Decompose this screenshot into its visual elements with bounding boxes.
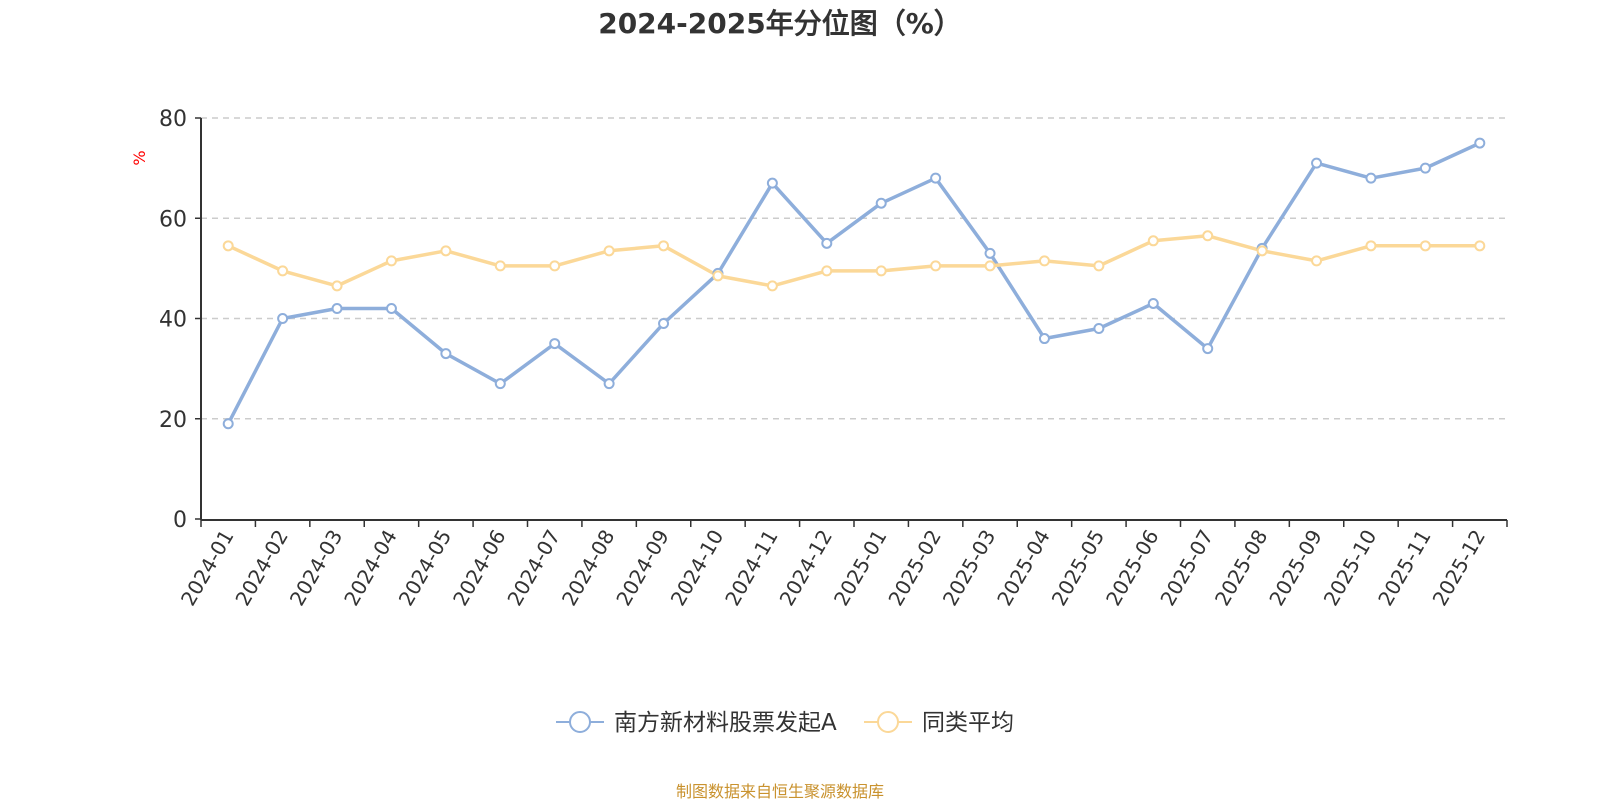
x-tick-label: 2025-07 [1155,526,1218,610]
data-point-series-1 [1038,333,1050,345]
data-point-series-1 [494,378,506,390]
data-point-series-2 [1147,235,1159,247]
data-point-series-2 [440,245,452,257]
data-point-series-1 [821,237,833,249]
data-point-series-2 [1256,245,1268,257]
data-point-series-2 [222,240,234,252]
x-tick-label: 2024-06 [448,526,511,610]
x-tick-label: 2025-06 [1101,526,1164,610]
x-tick-label: 2024-07 [502,526,565,610]
data-point-series-1 [1311,157,1323,169]
y-tick-label: 40 [159,308,187,333]
x-tick-label: 2024-12 [775,526,838,610]
data-point-series-2 [930,260,942,272]
x-tick-label: 2025-11 [1373,526,1436,610]
data-point-series-2 [549,260,561,272]
data-point-series-1 [1093,323,1105,335]
x-tick-label: 2024-02 [230,526,293,610]
x-tick-label: 2025-04 [992,526,1055,610]
data-point-series-1 [766,177,778,189]
x-tick-label: 2025-05 [1047,526,1110,610]
x-tick-label: 2024-05 [394,526,457,610]
data-point-series-1 [331,302,343,314]
x-tick-label: 2025-09 [1264,526,1327,610]
data-point-series-2 [1311,255,1323,267]
data-point-series-1 [984,247,996,259]
y-tick-label: 20 [159,408,187,433]
data-point-series-2 [766,280,778,292]
x-tick-label: 2024-03 [285,526,348,610]
x-tick-label: 2024-10 [666,526,729,610]
data-point-series-1 [1202,343,1214,355]
data-point-series-2 [984,260,996,272]
data-point-series-2 [1365,240,1377,252]
x-tick-label: 2025-01 [829,526,892,610]
x-tick-label: 2024-08 [557,526,620,610]
data-point-series-1 [930,172,942,184]
data-point-series-1 [222,418,234,430]
data-point-series-2 [1419,240,1431,252]
data-point-series-1 [549,338,561,350]
data-point-series-1 [1474,137,1486,149]
y-axis-label: % [130,150,149,165]
y-tick-label: 0 [173,508,187,533]
data-point-series-2 [875,265,887,277]
x-tick-label: 2025-08 [1210,526,1273,610]
data-point-series-2 [277,265,289,277]
data-point-series-1 [658,318,670,330]
data-point-series-1 [875,197,887,209]
chart-title: 2024-2025年分位图（%） [598,7,962,40]
series-line-2 [227,234,1480,288]
data-point-series-2 [603,245,615,257]
legend-marker [877,711,899,733]
data-point-series-2 [821,265,833,277]
series-line-1 [226,141,1481,425]
data-point-series-2 [1093,260,1105,272]
y-tick-label: 80 [159,107,187,132]
legend-item-1: 南方新材料股票发起A [556,710,837,736]
x-tick-label: 2025-02 [883,526,946,610]
legend-label: 南方新材料股票发起A [614,710,837,736]
x-tick-label: 2025-10 [1319,526,1382,610]
data-point-series-1 [440,348,452,360]
x-tick-label: 2024-11 [720,526,783,610]
data-point-series-2 [385,255,397,267]
legend-marker [569,711,591,733]
data-point-series-2 [1038,255,1050,267]
data-point-series-2 [658,240,670,252]
data-point-series-1 [1419,162,1431,174]
x-tick-label: 2025-12 [1428,526,1491,610]
data-point-series-2 [712,270,724,282]
x-tick-label: 2024-01 [176,526,239,610]
x-tick-label: 2024-04 [339,526,402,610]
data-point-series-1 [385,302,397,314]
data-point-series-1 [603,378,615,390]
data-point-series-2 [1202,230,1214,242]
data-point-series-2 [331,280,343,292]
x-tick-label: 2024-09 [611,526,674,610]
legend-item-2: 同类平均 [864,710,1014,736]
data-point-series-1 [277,313,289,324]
y-tick-label: 60 [159,207,187,232]
legend-label: 同类平均 [922,710,1014,736]
x-tick-label: 2025-03 [938,526,1001,610]
data-point-series-2 [494,260,506,272]
data-source-footer: 制图数据来自恒生聚源数据库 [675,782,884,801]
data-point-series-2 [1474,240,1486,252]
data-point-series-1 [1147,297,1159,309]
data-point-series-1 [1365,172,1377,184]
